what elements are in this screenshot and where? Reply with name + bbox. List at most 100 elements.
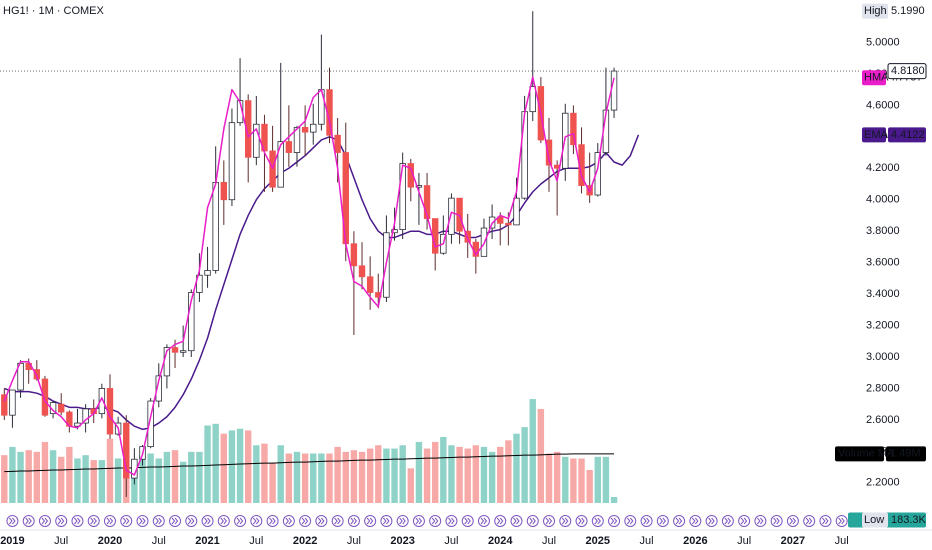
event-icon [510,515,523,527]
event-icon-arrows [415,517,423,525]
candle-body [399,163,406,231]
event-icon [331,515,344,527]
candle-body [98,388,106,415]
high-badge-value: 5.1990 [891,5,925,17]
volume-bar [562,456,569,503]
event-icon-arrows [220,517,227,525]
last-price-badge-value: 4.8180 [891,65,925,77]
candle-body [196,274,203,293]
volume-bar [464,448,471,503]
event-icon-arrows [399,517,406,525]
chart-title: HG1! · 1M · COMEX [3,5,105,17]
low-badge [862,512,888,528]
volume-bar [497,446,504,503]
candle-body [147,400,154,448]
volume-bar [301,453,309,503]
event-icon [575,515,588,527]
event-icon [526,515,539,527]
event-icon-arrows [773,517,780,525]
candle-body [570,112,577,146]
volume-ma-badge-value-box [886,446,926,462]
volume-bar [375,445,382,503]
event-icon-arrows [350,517,358,525]
event-icon [364,515,377,527]
event-icon [559,515,572,527]
volume-bar [155,458,162,503]
event-icon [461,515,474,527]
volume-bar [277,445,284,503]
volume-bar [90,460,97,503]
event-icon [412,515,425,527]
candle-body [285,141,293,153]
volume-bar [318,453,325,503]
y-tick-label: 3.2000 [866,319,900,331]
volume-bar [521,427,528,503]
event-icon-arrows [496,517,504,525]
event-icon [38,515,51,527]
y-tick-label: 3.4000 [866,288,900,300]
x-tick-label: Jul [640,535,654,547]
volume-bar [423,448,431,503]
volume-bar [456,446,463,503]
volume-bar [171,450,179,503]
event-icon [152,515,165,527]
event-icon-arrows [57,517,65,525]
event-icon-arrows [708,517,715,525]
event-icon-arrows [204,517,211,525]
x-tick-label: 2026 [683,535,707,547]
candle-body [204,270,211,276]
volume-bar [33,451,41,503]
volume-bar [448,445,455,503]
volume-bar [391,448,398,503]
event-icon-arrows [724,517,732,525]
plot-area [0,11,860,527]
event-icon-arrows [675,517,683,525]
volume-bar [17,451,24,503]
volume-bar [66,446,73,503]
volume-bar [204,425,211,503]
y-tick-label: 4.0000 [866,194,900,206]
event-icon [445,515,458,527]
event-icon [429,515,442,527]
event-icon-arrows [122,517,130,525]
volume-bar [570,458,577,503]
candle-body [513,197,520,226]
volume-bar [49,450,57,503]
event-icon-arrows [269,517,276,525]
candle-body [253,123,260,158]
volume-bar [212,423,219,503]
candle-body [82,408,89,424]
event-icon [87,515,100,527]
x-tick-label: Jul [347,535,361,547]
volume-bar [326,453,333,503]
y-tick-label: 4.2000 [866,162,900,174]
event-icon-arrows [106,517,114,525]
event-icon [55,515,68,527]
event-icon-arrows [822,517,829,525]
event-icon-arrows [464,517,471,525]
candle-body [358,265,366,278]
volume-bar [82,455,89,503]
candle-body [155,375,162,402]
event-icon-arrows [41,517,49,525]
volume-bar [196,451,203,503]
volume-bar [163,451,171,503]
volume-bar [106,438,114,503]
volume-bar [179,461,187,503]
event-icon-arrows [740,517,748,525]
event-icon-arrows [561,517,569,525]
event-icon [656,515,669,527]
volume-bar [578,458,585,503]
volume-bar [285,453,293,503]
volume-bar [440,437,447,503]
candle-body [497,216,504,224]
event-icon [299,515,312,527]
event-icon [689,515,702,527]
candle-body [310,123,317,133]
event-icon-arrows [383,517,390,525]
volume-bar [529,399,536,503]
event-icon [721,515,734,527]
event-icon [494,515,507,527]
event-icon [250,515,263,527]
event-icon [819,515,832,527]
